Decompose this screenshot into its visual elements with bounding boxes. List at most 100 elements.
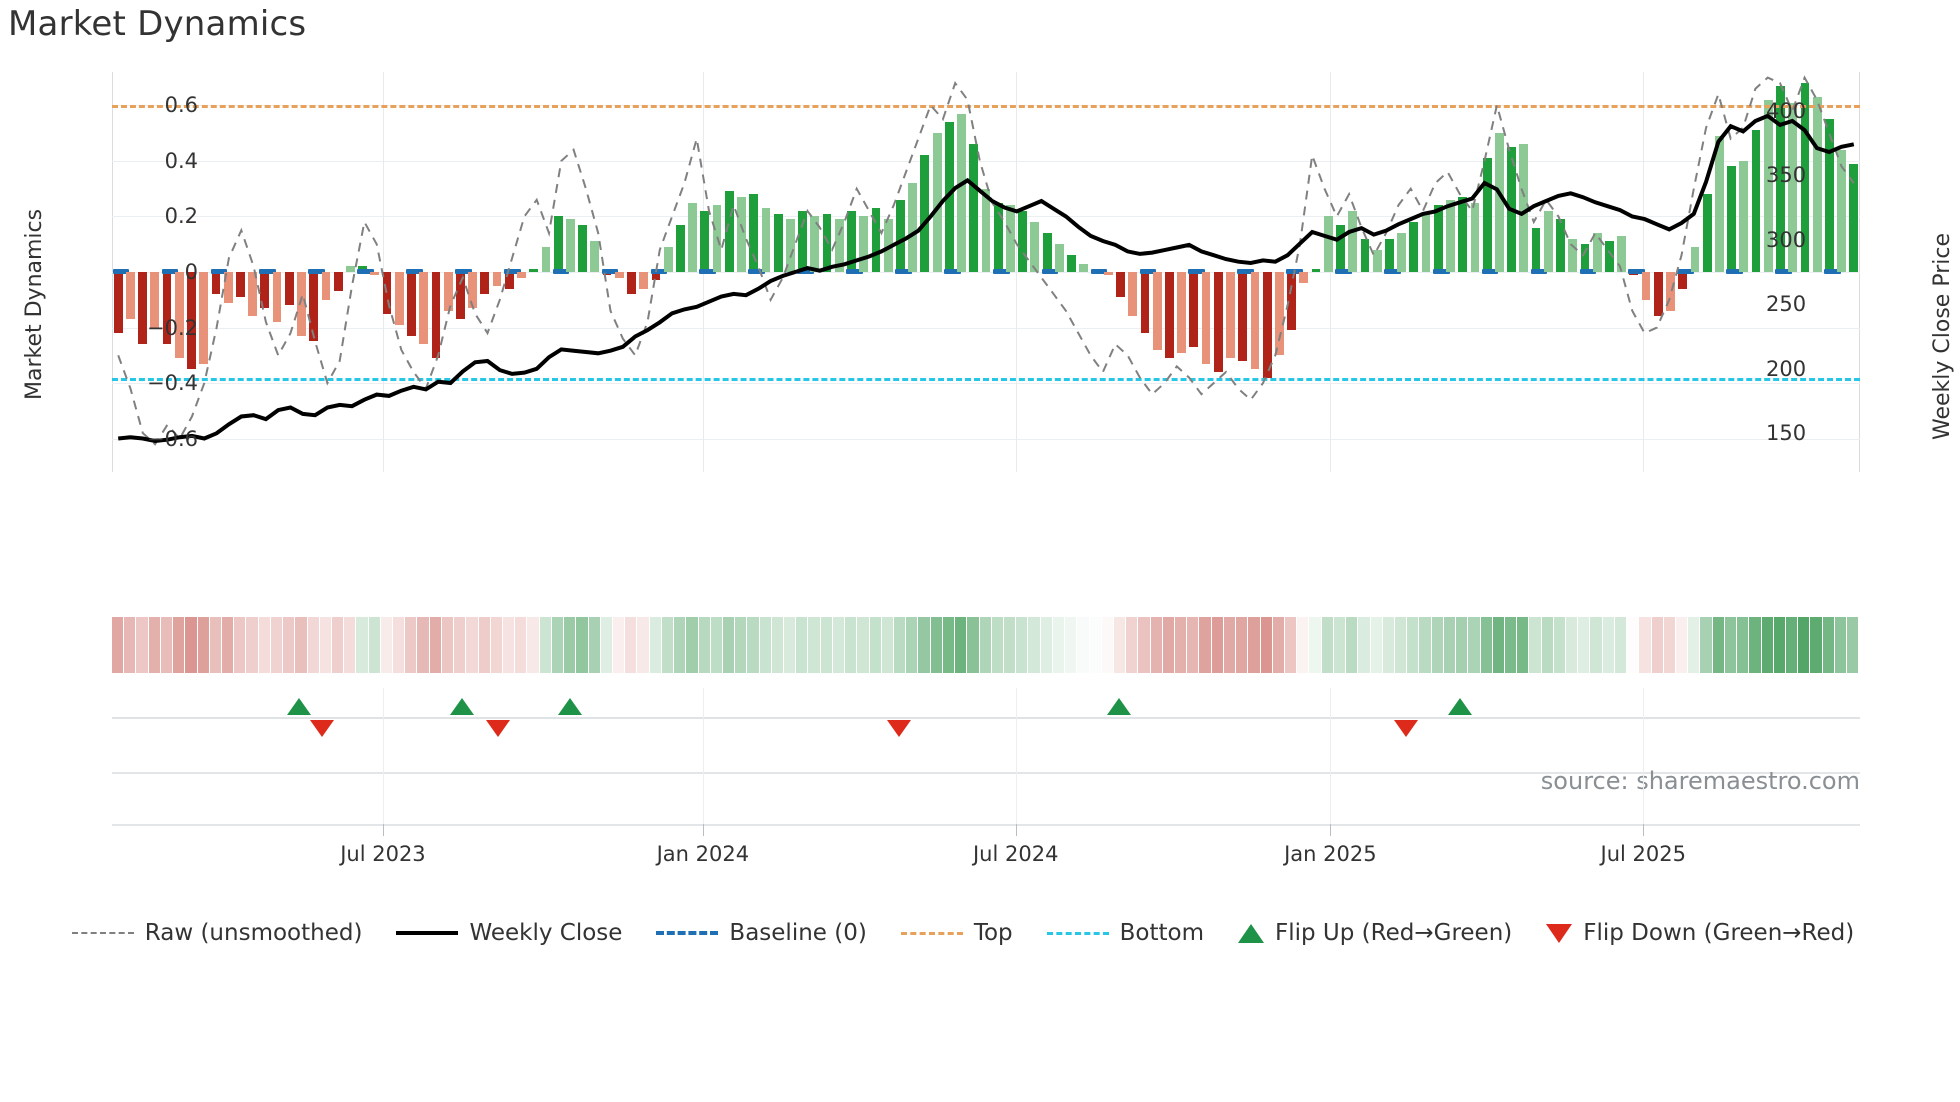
heatmap-cell (185, 617, 198, 673)
bar (1323, 216, 1333, 272)
baseline-segment (650, 269, 668, 274)
heatmap-cell (1394, 617, 1408, 673)
heatmap-cell (1529, 617, 1542, 673)
baseline-segment (112, 269, 130, 274)
gridline-v (1015, 688, 1017, 748)
legend-item-raw-unsmoothed[interactable]: Raw (unsmoothed) (71, 920, 362, 946)
heatmap-cell (503, 617, 516, 673)
bar (382, 272, 392, 314)
bar (1433, 205, 1443, 272)
heatmap-cell (1358, 617, 1371, 673)
line-swatch-icon (71, 932, 134, 934)
baseline-segment (943, 269, 961, 274)
bar (248, 272, 257, 317)
bar (1274, 272, 1284, 356)
legend-item-flip-up[interactable]: Flip Up (Red→Green) (1238, 920, 1512, 946)
baseline-segment (1432, 269, 1450, 274)
x-tick-label: Jul 2024 (972, 842, 1059, 866)
heatmap-cell (1517, 617, 1530, 673)
bar (492, 272, 502, 286)
baseline-segment (1139, 269, 1157, 274)
bar (1605, 241, 1614, 272)
baseline-segment (1090, 269, 1108, 274)
bar (333, 272, 343, 292)
heatmap-cell (380, 617, 394, 673)
heatmap-cell (1749, 617, 1762, 673)
bar (676, 224, 685, 272)
legend-item-weekly-close[interactable]: Weekly Close (396, 920, 622, 946)
heatmap-cell (1321, 617, 1334, 673)
heatmap-cell (722, 617, 736, 673)
gridline-v (1015, 748, 1017, 824)
left-tick-label: 0.4 (164, 148, 198, 173)
heatmap-cell (331, 617, 345, 673)
bar (1360, 238, 1370, 272)
heatmap-cell (759, 617, 772, 673)
heatmap-cell (1028, 617, 1041, 673)
bar (1653, 272, 1663, 317)
bar (590, 241, 600, 272)
baseline-segment (699, 269, 717, 274)
legend-item-bottom[interactable]: Bottom (1046, 920, 1204, 946)
baseline-segment (1530, 269, 1548, 274)
heatmap-cell (1724, 617, 1738, 673)
bar (798, 210, 808, 272)
heatmap-cell (344, 617, 357, 673)
bar (1067, 255, 1076, 272)
baseline-segment (797, 269, 814, 274)
legend-item-baseline[interactable]: Baseline (0) (656, 920, 867, 946)
bar (1531, 227, 1541, 272)
legend-item-flip-down[interactable]: Flip Down (Green→Red) (1546, 920, 1854, 946)
flip-up-marker (1447, 698, 1472, 715)
bar (737, 197, 746, 272)
left-tick-label: −0.6 (147, 426, 198, 451)
x-tick (382, 824, 384, 836)
legend-item-top[interactable]: Top (900, 920, 1013, 946)
heatmap-cell (661, 617, 675, 673)
bar (1397, 233, 1406, 272)
x-tick-label: Jan 2024 (656, 842, 750, 866)
bar (688, 202, 698, 272)
heatmap-cell (881, 617, 894, 673)
heatmap-cell (955, 617, 968, 673)
baseline-segment (895, 269, 912, 274)
reference-line-bottom (112, 377, 1860, 381)
x-tick-label: Jul 2023 (340, 842, 426, 866)
heatmap-cell (1285, 617, 1298, 673)
bar (199, 272, 209, 364)
bar (1054, 244, 1064, 272)
baseline-segment (406, 269, 423, 274)
bar (468, 272, 477, 309)
x-tick (702, 824, 704, 836)
legend-item-label: Flip Up (Red→Green) (1275, 920, 1513, 946)
bar (1458, 197, 1468, 272)
x-tick-label: Jul 2025 (1600, 842, 1686, 866)
gridline-h (112, 438, 1860, 440)
bar (847, 210, 856, 272)
bar (1311, 269, 1321, 272)
heatmap-cell (637, 617, 650, 673)
bar (908, 183, 918, 272)
bar (394, 272, 404, 325)
right-axis-label: Weekly Close Price (1930, 233, 1955, 440)
x-tick (1015, 824, 1017, 836)
x-tick (1330, 824, 1332, 836)
bar (1727, 166, 1737, 272)
bar (1042, 233, 1052, 272)
bar (773, 213, 783, 272)
bar (932, 133, 942, 272)
bar (822, 213, 832, 272)
bar (529, 269, 539, 272)
heatmap-cell (466, 617, 479, 673)
heatmap-cell (869, 617, 882, 673)
heatmap-cell (1113, 617, 1127, 673)
raw-unsmoothed-line (117, 75, 1855, 446)
heatmap-cell (1211, 617, 1224, 673)
right-tick-label: 150 (1766, 421, 1807, 446)
line-swatch-icon (656, 931, 719, 935)
heatmap-cell (991, 617, 1004, 673)
heatmap-cell (967, 617, 980, 673)
heatmap-cell (1602, 617, 1615, 673)
source-attribution: source: sharemaestro.com (1540, 767, 1860, 795)
